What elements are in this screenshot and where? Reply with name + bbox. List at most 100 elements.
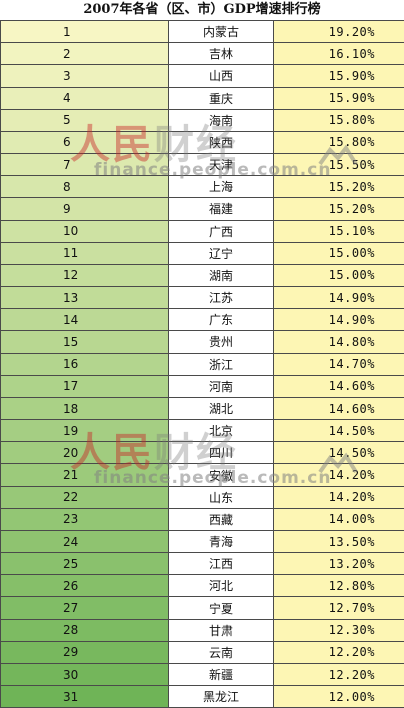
growth-rate-cell: 14.20% [274,464,404,486]
province-cell: 西藏 [169,508,274,530]
growth-rate-cell: 14.50% [274,442,404,464]
province-cell: 青海 [169,530,274,552]
province-cell: 内蒙古 [169,21,274,43]
growth-rate-cell: 12.20% [274,641,404,663]
province-cell: 新疆 [169,663,274,685]
growth-rate-cell: 12.20% [274,663,404,685]
rank-cell: 14 [1,309,169,331]
rank-cell: 10 [1,220,169,242]
rank-cell: 31 [1,686,169,708]
growth-rate-cell: 12.00% [274,686,404,708]
growth-rate-cell: 14.90% [274,309,404,331]
rank-cell: 29 [1,641,169,663]
rank-cell: 9 [1,198,169,220]
growth-rate-cell: 14.00% [274,508,404,530]
province-cell: 湖南 [169,264,274,286]
rank-cell: 23 [1,508,169,530]
rank-cell: 8 [1,176,169,198]
rank-cell: 12 [1,264,169,286]
province-cell: 辽宁 [169,242,274,264]
province-cell: 吉林 [169,43,274,65]
province-cell: 河北 [169,575,274,597]
rank-cell: 28 [1,619,169,641]
province-cell: 四川 [169,442,274,464]
province-cell: 海南 [169,109,274,131]
growth-rate-cell: 15.90% [274,87,404,109]
rank-cell: 5 [1,109,169,131]
growth-rate-cell: 15.00% [274,242,404,264]
growth-rate-cell: 14.50% [274,420,404,442]
growth-rate-cell: 13.50% [274,530,404,552]
rank-cell: 26 [1,575,169,597]
province-cell: 安徽 [169,464,274,486]
growth-rate-cell: 12.80% [274,575,404,597]
province-cell: 江西 [169,553,274,575]
rank-cell: 18 [1,397,169,419]
growth-rate-cell: 16.10% [274,43,404,65]
rank-cell: 21 [1,464,169,486]
growth-rate-cell: 13.20% [274,553,404,575]
rank-cell: 11 [1,242,169,264]
growth-rate-cell: 15.20% [274,176,404,198]
rank-cell: 13 [1,287,169,309]
rank-cell: 16 [1,353,169,375]
province-cell: 湖北 [169,397,274,419]
province-cell: 北京 [169,420,274,442]
rank-cell: 27 [1,597,169,619]
rank-cell: 7 [1,154,169,176]
rank-cell: 17 [1,375,169,397]
growth-rate-cell: 15.00% [274,264,404,286]
province-cell: 山东 [169,486,274,508]
rank-cell: 6 [1,131,169,153]
growth-rate-cell: 15.20% [274,198,404,220]
growth-rate-cell: 15.80% [274,109,404,131]
growth-rate-cell: 12.70% [274,597,404,619]
table-title: 2007年各省（区、市）GDP增速排行榜 [0,0,404,21]
rank-cell: 19 [1,420,169,442]
province-cell: 山西 [169,65,274,87]
province-cell: 云南 [169,641,274,663]
growth-rate-cell: 14.90% [274,287,404,309]
province-cell: 宁夏 [169,597,274,619]
rank-cell: 2 [1,43,169,65]
province-cell: 陕西 [169,131,274,153]
rank-cell: 30 [1,663,169,685]
rank-cell: 15 [1,331,169,353]
province-cell: 河南 [169,375,274,397]
growth-rate-cell: 14.80% [274,331,404,353]
growth-rate-cell: 15.90% [274,65,404,87]
growth-rate-cell: 12.30% [274,619,404,641]
province-cell: 甘肃 [169,619,274,641]
province-cell: 重庆 [169,87,274,109]
province-cell: 浙江 [169,353,274,375]
growth-rate-cell: 14.60% [274,397,404,419]
